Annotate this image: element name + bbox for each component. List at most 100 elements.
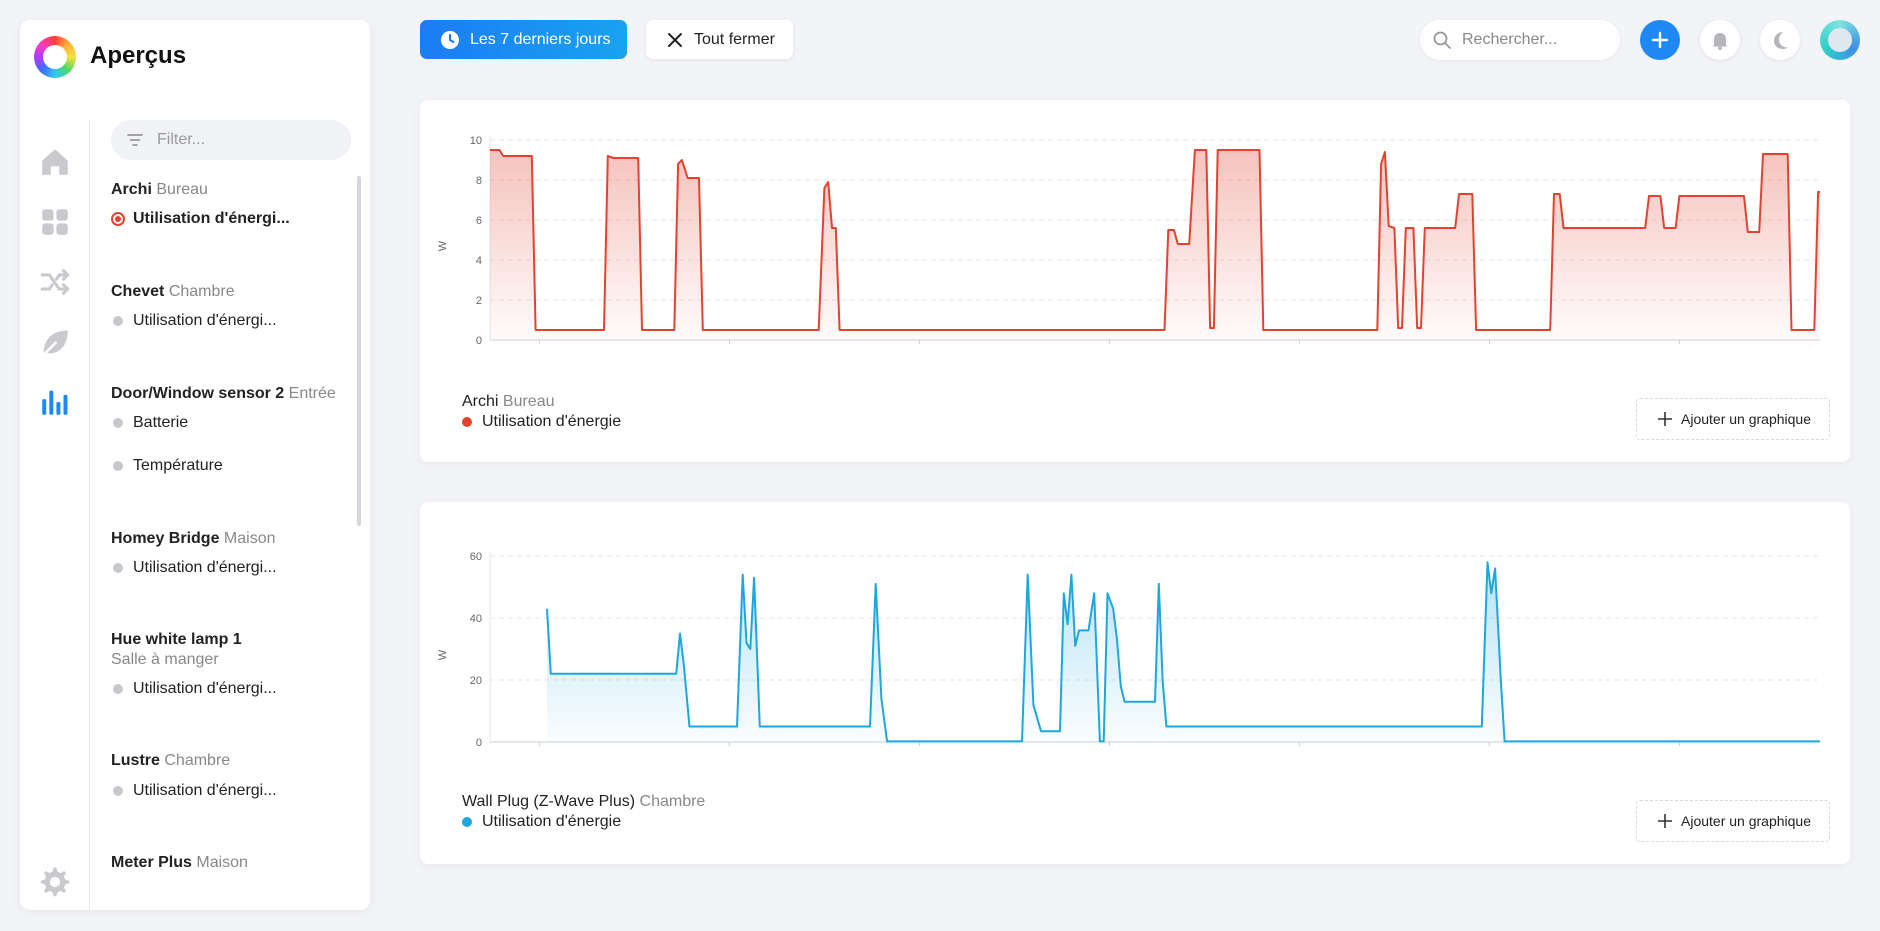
device-group: Hue white lamp 1 Salle à manger	[111, 630, 361, 669]
unselected-dot-icon	[113, 461, 123, 471]
plus-icon	[1651, 31, 1669, 49]
homey-logo	[34, 36, 76, 78]
device-title: Lustre Chambre	[111, 752, 231, 769]
dark-mode-button[interactable]	[1760, 20, 1800, 60]
insights-icon[interactable]	[35, 382, 75, 422]
unselected-dot-icon	[113, 418, 123, 428]
capability-item[interactable]: Température	[111, 457, 223, 475]
close-all-button[interactable]: Tout fermer	[646, 20, 793, 59]
y-tick-label: 2	[476, 295, 482, 307]
date-range-label: Les 7 derniers jours	[470, 30, 611, 48]
selected-radio-icon	[111, 212, 125, 226]
energy-chart: 0 20 40 60 W 2023 mars 04 mars 05 mars 06 mars 07…	[437, 551, 1820, 752]
capability-item[interactable]: Utilisation d'énergi...	[111, 680, 277, 698]
capability-item[interactable]: Utilisation d'énergi...	[111, 559, 277, 577]
device-list: Archi Bureau Utilisation d'énergi... Che…	[111, 180, 361, 910]
plus-icon	[1658, 814, 1672, 828]
series-area	[490, 150, 1820, 340]
moon-icon	[1774, 32, 1788, 49]
device-zone: Salle à manger	[111, 651, 219, 668]
device-group: Homey Bridge Maison	[111, 529, 361, 549]
filter-field[interactable]	[111, 120, 351, 160]
x-tick-label: mars 06	[1090, 349, 1130, 350]
legend-device: Archi Bureau	[462, 393, 555, 410]
search-icon	[1433, 31, 1451, 49]
y-tick-label: 8	[476, 175, 482, 187]
device-group: Archi Bureau	[111, 180, 361, 200]
y-tick-label: 0	[476, 737, 482, 749]
capability-item[interactable]: Utilisation d'énergi...	[111, 210, 290, 228]
legend-series[interactable]: Utilisation d'énergie	[462, 812, 705, 832]
x-tick-label: 2023	[527, 349, 551, 350]
y-axis-label: W	[437, 240, 449, 251]
device-title: Homey Bridge Maison	[111, 530, 276, 547]
y-tick-label: 0	[476, 335, 482, 347]
device-title: Meter Plus Maison	[111, 854, 248, 871]
series-dot-icon	[462, 417, 472, 427]
device-group: Lustre Chambre	[111, 751, 361, 771]
unselected-dot-icon	[113, 684, 123, 694]
y-tick-label: 4	[476, 255, 482, 267]
user-avatar[interactable]	[1820, 20, 1860, 60]
filter-input[interactable]	[157, 131, 337, 149]
y-tick-label: 40	[470, 613, 482, 625]
search-input[interactable]	[1462, 31, 1612, 49]
chart-legend: Archi Bureau Utilisation d'énergie	[462, 392, 621, 432]
x-tick-label: mars 06	[1090, 751, 1130, 752]
chart-legend: Wall Plug (Z-Wave Plus) Chambre Utilisat…	[462, 792, 705, 832]
y-axis-label: W	[437, 649, 449, 660]
x-tick-label: mars 04	[710, 751, 750, 752]
chart-card: 0 2 4 6 8 10 W 2023 mars 04 mars 05 mars 06 mars 07…	[420, 100, 1850, 462]
x-tick-label: mars 08	[1470, 751, 1510, 752]
x-tick-label: mars 07	[1280, 349, 1320, 350]
y-tick-label: 6	[476, 215, 482, 227]
device-list-scrollbar[interactable]	[357, 176, 361, 526]
page-title: Aperçus	[90, 42, 187, 69]
clock-icon	[441, 30, 459, 49]
dashboard-icon[interactable]	[35, 202, 75, 242]
notifications-button[interactable]	[1700, 20, 1740, 60]
x-tick-label: 2023	[527, 751, 551, 752]
x-tick-label: mars 04	[710, 349, 750, 350]
y-tick-label: 20	[470, 675, 482, 687]
add-chart-button[interactable]: Ajouter un graphique	[1636, 800, 1830, 842]
nav-rail	[20, 120, 90, 910]
list-fade	[111, 876, 361, 900]
device-group: Door/Window sensor 2 Entrée	[111, 384, 361, 404]
plus-icon	[1658, 412, 1672, 426]
sidebar: Aperçus Archi Bureau Utilisation d	[20, 20, 370, 910]
legend-device: Wall Plug (Z-Wave Plus) Chambre	[462, 793, 706, 810]
series-line	[546, 561, 1820, 743]
x-tick-label: mars 07	[1280, 751, 1320, 752]
date-range-button[interactable]: Les 7 derniers jours	[420, 20, 627, 59]
unselected-dot-icon	[113, 316, 123, 326]
settings-icon[interactable]	[35, 862, 75, 902]
x-tick-label: mars 08	[1470, 349, 1510, 350]
filter-icon	[127, 134, 143, 146]
chart-card: 0 20 40 60 W 2023 mars 04 mars 05 mars 06 mars 07…	[420, 502, 1850, 864]
flows-icon[interactable]	[35, 262, 75, 302]
device-title: Door/Window sensor 2 Entrée	[111, 385, 336, 402]
capability-item[interactable]: Batterie	[111, 414, 188, 432]
add-button[interactable]	[1640, 20, 1680, 60]
close-icon	[668, 32, 682, 47]
device-group: Meter Plus Maison	[111, 853, 361, 873]
legend-series[interactable]: Utilisation d'énergie	[462, 412, 621, 432]
x-tick-label: mars 05	[900, 349, 940, 350]
device-title: Archi Bureau	[111, 181, 208, 198]
x-tick-label: mars 09	[1660, 349, 1700, 350]
x-tick-label: mars 05	[900, 751, 940, 752]
unselected-dot-icon	[113, 563, 123, 573]
capability-item[interactable]: Utilisation d'énergi...	[111, 312, 277, 330]
energy-chart: 0 2 4 6 8 10 W 2023 mars 04 mars 05 mars 06 mars 07…	[437, 135, 1820, 350]
x-tick-label: mars 09	[1660, 751, 1700, 752]
close-all-label: Tout fermer	[694, 30, 775, 48]
device-title: Hue white lamp 1	[111, 631, 242, 648]
series-dot-icon	[462, 817, 472, 827]
capability-item[interactable]: Utilisation d'énergi...	[111, 782, 277, 800]
energy-leaf-icon[interactable]	[35, 322, 75, 362]
y-tick-label: 10	[470, 135, 482, 147]
search-field[interactable]	[1420, 20, 1620, 60]
home-icon[interactable]	[35, 142, 75, 182]
add-chart-button[interactable]: Ajouter un graphique	[1636, 398, 1830, 440]
